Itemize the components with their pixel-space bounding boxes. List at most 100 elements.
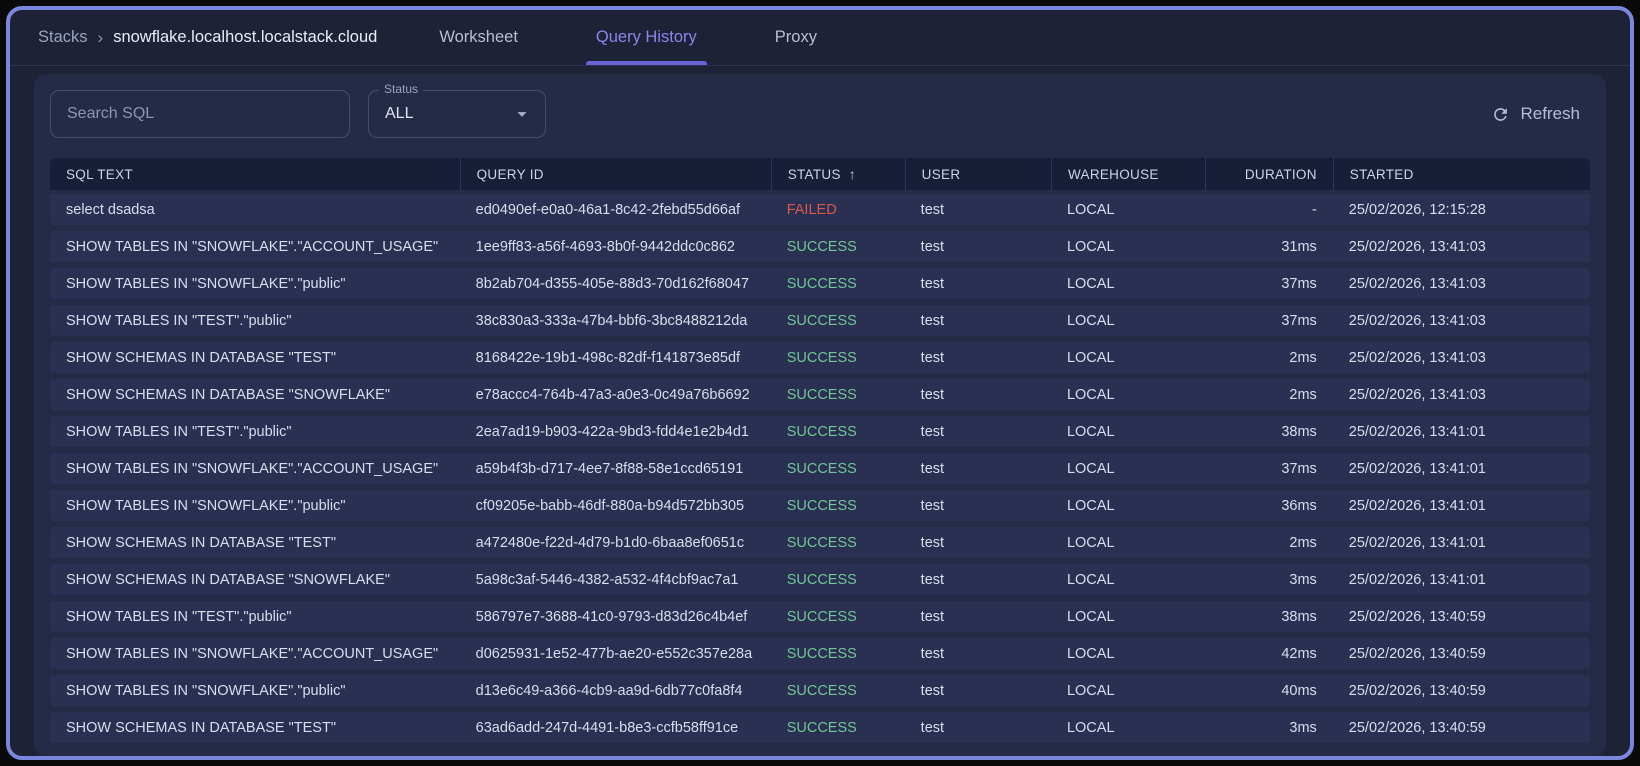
query-id-cell: a59b4f3b-d717-4ee7-8f88-58e1ccd65191 (475, 460, 744, 477)
search-input[interactable] (50, 90, 350, 138)
column-header-started[interactable]: STARTED (1332, 158, 1589, 190)
sql-text-cell: SHOW TABLES IN "SNOWFLAKE"."ACCOUNT_USAG… (66, 645, 439, 662)
started-cell: 25/02/2026, 13:41:03 (1348, 312, 1486, 329)
user-cell: test (920, 423, 945, 440)
query-table-row[interactable]: SHOW SCHEMAS IN DATABASE "SNOWFLAKE" e78… (50, 379, 1590, 410)
user-cell: test (920, 349, 945, 366)
status-cell: SUCCESS (786, 497, 857, 514)
warehouse-cell: LOCAL (1066, 312, 1115, 329)
breadcrumb-current-stack: snowflake.localhost.localstack.cloud (113, 28, 378, 46)
query-table-row[interactable]: SHOW TABLES IN "SNOWFLAKE"."public" cf09… (50, 490, 1590, 521)
filter-toolbar: Status ALL Refresh (50, 83, 1590, 138)
caret-down-icon (517, 112, 527, 117)
column-header-user[interactable]: USER (904, 158, 1051, 190)
started-cell: 25/02/2026, 13:41:01 (1348, 497, 1486, 514)
query-id-cell: 63ad6add-247d-4491-b8e3-ccfb58ff91ce (475, 719, 739, 736)
user-cell: test (920, 312, 945, 329)
warehouse-cell: LOCAL (1066, 460, 1115, 477)
user-cell: test (920, 201, 945, 218)
query-table-row[interactable]: SHOW TABLES IN "SNOWFLAKE"."ACCOUNT_USAG… (50, 231, 1590, 262)
query-table-row[interactable]: SHOW TABLES IN "SNOWFLAKE"."public" 8b2a… (50, 268, 1590, 299)
status-filter-select[interactable]: Status ALL (368, 83, 546, 138)
query-history-table: SQL TEXT QUERY ID STATUS ↑ USER WAREHOUS… (50, 158, 1590, 749)
started-cell: 25/02/2026, 13:40:59 (1348, 682, 1486, 699)
started-cell: 25/02/2026, 13:41:03 (1348, 386, 1486, 403)
duration-cell: 36ms (1281, 497, 1317, 514)
user-cell: test (920, 386, 945, 403)
sql-text-cell: select dsadsa (66, 201, 155, 218)
sql-text-cell: SHOW TABLES IN "SNOWFLAKE"."ACCOUNT_USAG… (66, 460, 439, 477)
user-cell: test (920, 682, 945, 699)
query-history-panel: Status ALL Refresh SQL TEXT QUERY ID STA… (34, 74, 1606, 756)
sql-text-cell: SHOW TABLES IN "TEST"."public" (66, 608, 292, 625)
started-cell: 25/02/2026, 13:40:59 (1348, 608, 1486, 625)
status-filter-value: ALL (385, 105, 414, 122)
warehouse-cell: LOCAL (1066, 201, 1115, 218)
query-table-row[interactable]: SHOW TABLES IN "SNOWFLAKE"."ACCOUNT_USAG… (50, 638, 1590, 669)
warehouse-cell: LOCAL (1066, 275, 1115, 292)
column-header-warehouse[interactable]: WAREHOUSE (1050, 158, 1205, 190)
query-table-row[interactable]: SHOW TABLES IN "SNOWFLAKE"."ACCOUNT_USAG… (50, 453, 1590, 484)
user-cell: test (920, 238, 945, 255)
query-table-row[interactable]: SHOW TABLES IN "SNOWFLAKE"."public" d13e… (50, 675, 1590, 706)
started-cell: 25/02/2026, 13:41:01 (1348, 534, 1486, 551)
column-header-query-id[interactable]: QUERY ID (459, 158, 771, 190)
warehouse-cell: LOCAL (1066, 386, 1115, 403)
warehouse-cell: LOCAL (1066, 608, 1115, 625)
query-table-row[interactable]: SHOW SCHEMAS IN DATABASE "TEST" 63ad6add… (50, 712, 1590, 743)
query-table-row[interactable]: SHOW SCHEMAS IN DATABASE "SNOWFLAKE" 5a9… (50, 564, 1590, 595)
status-cell: SUCCESS (786, 534, 857, 551)
query-id-cell: cf09205e-babb-46df-880a-b94d572bb305 (475, 497, 745, 514)
query-table-row[interactable]: SHOW TABLES IN "TEST"."public" 38c830a3-… (50, 305, 1590, 336)
column-header-status-label: STATUS (787, 166, 841, 182)
duration-cell: - (1311, 201, 1317, 218)
breadcrumb-stacks-link[interactable]: Stacks (38, 28, 88, 46)
user-cell: test (920, 497, 945, 514)
tab-worksheet[interactable]: Worksheet (439, 28, 518, 46)
warehouse-cell: LOCAL (1066, 238, 1115, 255)
duration-cell: 2ms (1289, 534, 1317, 551)
query-id-cell: 2ea7ad19-b903-422a-9bd3-fdd4e1e2b4d1 (475, 423, 749, 440)
started-cell: 25/02/2026, 13:41:03 (1348, 349, 1486, 366)
query-table-row[interactable]: SHOW SCHEMAS IN DATABASE "TEST" a472480e… (50, 527, 1590, 558)
query-table-row[interactable]: SHOW TABLES IN "TEST"."public" 586797e7-… (50, 601, 1590, 632)
query-id-cell: d13e6c49-a366-4cb9-aa9d-6db77c0fa8f4 (475, 682, 743, 699)
sort-ascending-icon: ↑ (848, 166, 857, 182)
started-cell: 25/02/2026, 13:40:59 (1348, 719, 1486, 736)
status-cell: SUCCESS (786, 682, 857, 699)
duration-cell: 42ms (1281, 645, 1317, 662)
started-cell: 25/02/2026, 13:41:01 (1348, 423, 1486, 440)
query-id-cell: e78accc4-764b-47a3-a0e3-0c49a76b6692 (475, 386, 750, 403)
query-table-row[interactable]: select dsadsa ed0490ef-e0a0-46a1-8c42-2f… (50, 194, 1590, 225)
duration-cell: 38ms (1281, 423, 1317, 440)
query-table-row[interactable]: SHOW TABLES IN "TEST"."public" 2ea7ad19-… (50, 416, 1590, 447)
user-cell: test (920, 275, 945, 292)
column-header-sql-text[interactable]: SQL TEXT (66, 166, 133, 182)
query-id-cell: 8168422e-19b1-498c-82df-f141873e85df (475, 349, 741, 366)
user-cell: test (920, 460, 945, 477)
tab-proxy[interactable]: Proxy (774, 28, 817, 46)
sql-text-cell: SHOW SCHEMAS IN DATABASE "SNOWFLAKE" (66, 571, 390, 588)
query-table-row[interactable]: SHOW SCHEMAS IN DATABASE "TEST" 8168422e… (50, 342, 1590, 373)
user-cell: test (920, 719, 945, 736)
sql-text-cell: SHOW TABLES IN "SNOWFLAKE"."public" (66, 497, 346, 514)
started-cell: 25/02/2026, 13:41:03 (1348, 275, 1486, 292)
refresh-button[interactable]: Refresh (1481, 98, 1590, 130)
duration-cell: 38ms (1281, 608, 1317, 625)
sql-text-cell: SHOW SCHEMAS IN DATABASE "TEST" (66, 349, 336, 366)
sql-text-cell: SHOW SCHEMAS IN DATABASE "SNOWFLAKE" (66, 386, 390, 403)
sql-text-cell: SHOW SCHEMAS IN DATABASE "TEST" (66, 534, 336, 551)
column-header-status[interactable]: STATUS ↑ (770, 158, 905, 190)
warehouse-cell: LOCAL (1066, 682, 1115, 699)
started-cell: 25/02/2026, 13:41:03 (1348, 238, 1486, 255)
tab-query-history[interactable]: Query History (585, 10, 707, 65)
query-id-cell: 586797e7-3688-41c0-9793-d83d26c4b4ef (475, 608, 748, 625)
duration-cell: 40ms (1281, 682, 1317, 699)
column-header-duration[interactable]: DURATION (1204, 158, 1333, 190)
status-cell: SUCCESS (786, 312, 857, 329)
status-filter-label: Status (379, 83, 424, 95)
refresh-icon (1494, 107, 1508, 121)
query-id-cell: d0625931-1e52-477b-ae20-e552c357e28a (475, 645, 753, 662)
status-cell: SUCCESS (786, 386, 857, 403)
duration-cell: 2ms (1289, 386, 1317, 403)
